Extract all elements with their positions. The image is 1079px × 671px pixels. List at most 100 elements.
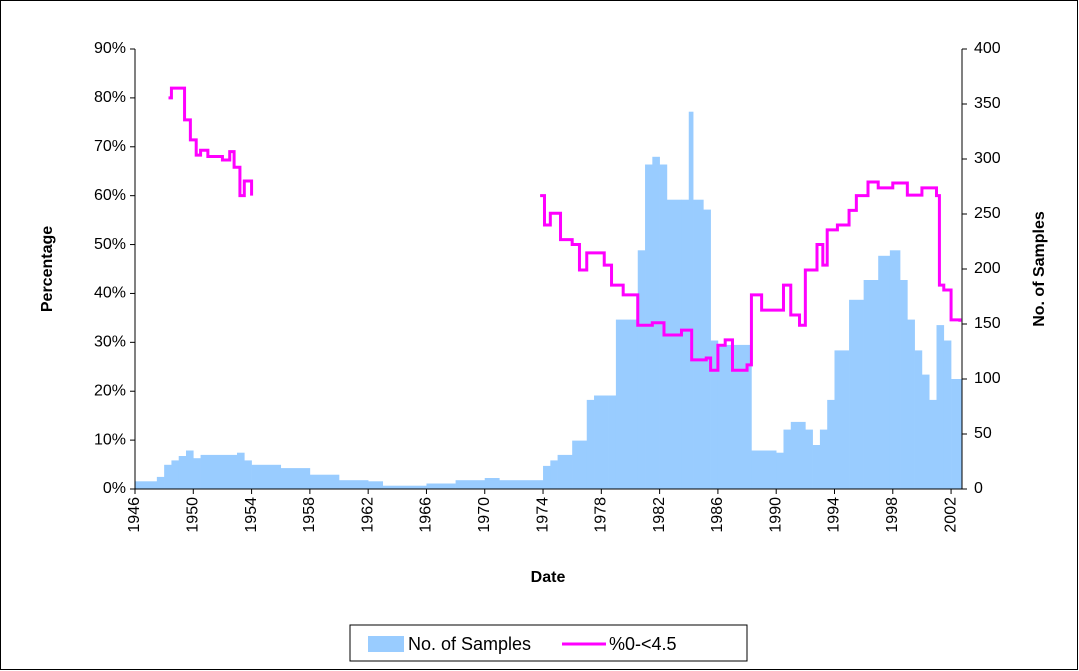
bar	[615, 319, 631, 489]
bar	[751, 450, 777, 489]
bar	[900, 280, 908, 489]
y-tick-label: 30%	[94, 334, 126, 351]
bar	[339, 480, 369, 489]
bar	[827, 399, 835, 489]
bar	[943, 340, 952, 489]
x-tick-label: 1986	[709, 497, 726, 533]
bar	[368, 481, 384, 489]
bar	[921, 374, 930, 489]
line	[168, 86, 962, 372]
bar	[878, 255, 891, 489]
bar	[557, 454, 573, 489]
bar	[484, 478, 500, 489]
y2-tick-label: 0	[974, 480, 983, 497]
bar	[164, 464, 172, 489]
bar	[929, 399, 937, 489]
y2-tick-label: 150	[974, 315, 1001, 332]
bar	[499, 480, 544, 489]
legend-box	[349, 624, 748, 662]
bar	[572, 440, 588, 489]
bar	[907, 319, 915, 489]
bar	[178, 456, 187, 489]
y2-tick-label: 100	[974, 370, 1001, 387]
bar	[586, 399, 595, 489]
bar	[135, 481, 158, 489]
x-tick-label: 1994	[826, 497, 843, 533]
bar	[455, 480, 486, 489]
bar	[849, 299, 864, 489]
bar	[681, 199, 690, 489]
y2-tick-label: 300	[974, 150, 1001, 167]
plot-area	[135, 86, 963, 490]
bar	[645, 164, 653, 489]
x-tick-label: 1962	[359, 497, 376, 533]
bar	[637, 250, 646, 489]
x-tick-label: 1950	[185, 497, 202, 533]
y-tick-label: 50%	[94, 236, 126, 253]
bar	[693, 199, 704, 489]
legend-label: %0-<4.5	[609, 634, 677, 654]
bar	[200, 454, 238, 489]
bar	[805, 429, 813, 489]
y-tick-label: 90%	[94, 40, 126, 57]
bar	[237, 452, 245, 489]
y-tick-label: 0%	[103, 480, 126, 497]
y2-tick-label: 350	[974, 95, 1001, 112]
y-tick-label: 80%	[94, 89, 126, 106]
x-tick-label: 1966	[418, 497, 435, 533]
bar	[914, 350, 923, 489]
bar	[688, 111, 694, 489]
bar	[244, 460, 252, 489]
x-tick-label: 1978	[593, 497, 610, 533]
bar	[382, 485, 427, 489]
bar	[812, 445, 821, 489]
y2-tick-label: 400	[974, 40, 1001, 57]
bar	[783, 429, 792, 489]
x-tick-label: 1982	[651, 497, 668, 533]
legend-swatch	[368, 636, 404, 652]
x-tick-label: 1954	[243, 497, 260, 533]
bar	[834, 350, 850, 489]
bar	[889, 250, 901, 489]
bar	[309, 474, 340, 489]
bar	[608, 395, 617, 489]
bar	[790, 421, 806, 489]
x-tick-label: 1946	[126, 497, 143, 533]
bar	[171, 460, 180, 489]
bar	[951, 379, 963, 489]
bar	[280, 468, 311, 489]
bar	[156, 476, 165, 489]
bar	[543, 465, 551, 489]
bar	[193, 458, 201, 489]
y-tick-label: 60%	[94, 187, 126, 204]
x-tick-label: 1958	[301, 497, 318, 533]
bar	[594, 395, 609, 489]
y-tick-label: 20%	[94, 382, 126, 399]
bar	[426, 483, 456, 489]
bar	[666, 199, 682, 489]
x-tick-label: 2002	[942, 497, 959, 533]
bar	[776, 452, 784, 489]
x-tick-label: 1998	[884, 497, 901, 533]
y-tick-label: 70%	[94, 138, 126, 155]
bar	[703, 209, 711, 489]
bar	[819, 429, 828, 489]
y-axis-label: Percentage	[39, 226, 56, 312]
y-tick-label: 40%	[94, 285, 126, 302]
legend-label: No. of Samples	[408, 634, 531, 654]
bar	[550, 460, 558, 489]
bar	[630, 319, 639, 489]
x-axis-label: Date	[531, 569, 566, 586]
y2-axis-label: No. of Samples	[1031, 211, 1048, 327]
bar	[710, 340, 719, 489]
x-tick-label: 1970	[476, 497, 493, 533]
bar	[186, 450, 194, 489]
y2-tick-label: 50	[974, 425, 992, 442]
bar	[863, 280, 879, 489]
y-tick-label: 10%	[94, 431, 126, 448]
bar	[251, 464, 282, 489]
y2-tick-label: 200	[974, 260, 1001, 277]
x-tick-label: 1974	[534, 497, 551, 533]
